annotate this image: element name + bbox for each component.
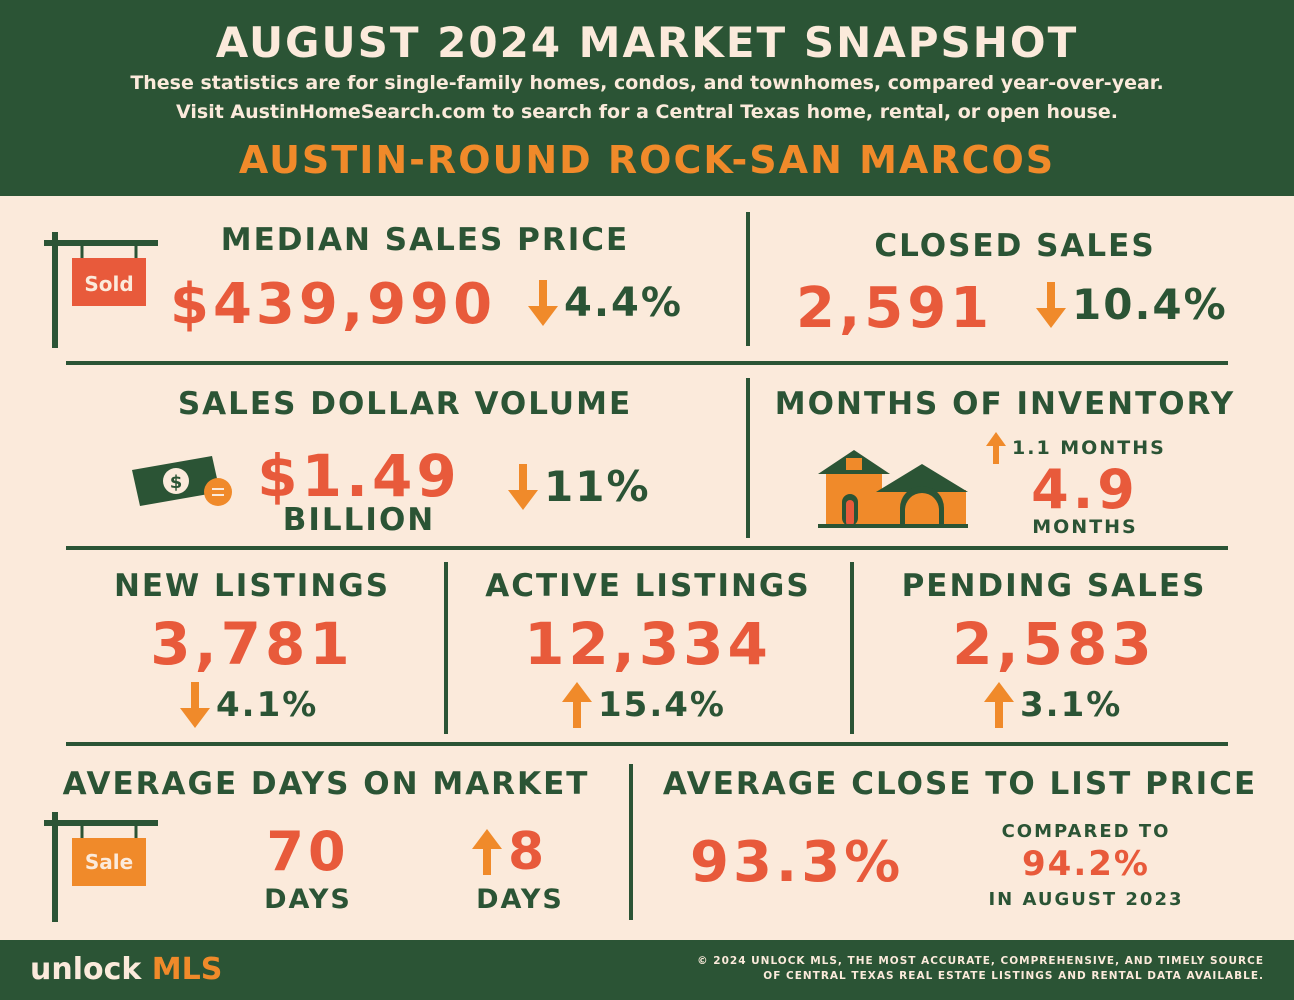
months-of-inventory-change: 1.1 MONTHS xyxy=(986,432,1166,464)
median-sales-price-label: MEDIAN SALES PRICE xyxy=(220,222,630,258)
arrow-down-icon xyxy=(508,463,538,510)
closed-sales-value: 2,591 xyxy=(796,276,994,341)
pending-sales-change: 3.1% xyxy=(984,682,1122,728)
closed-sales-change: 10.4% xyxy=(1036,280,1228,329)
copyright: © 2024 UNLOCK MLS, THE MOST ACCURATE, CO… xyxy=(697,954,1264,984)
new-listings-change: 4.1% xyxy=(180,682,318,728)
change-value: 4.1% xyxy=(216,685,319,725)
pending-sales-value: 2,583 xyxy=(952,610,1156,678)
svg-text:$: $ xyxy=(170,472,183,493)
arrow-up-icon xyxy=(472,829,502,875)
divider xyxy=(746,212,750,346)
new-listings-label: NEW LISTINGS xyxy=(113,568,391,604)
compared-period: IN AUGUST 2023 xyxy=(988,889,1184,910)
pending-sales-label: PENDING SALES xyxy=(901,568,1207,604)
sale-sign-text: Sale xyxy=(84,850,134,874)
money-icon: $ xyxy=(132,456,232,506)
change-value: 3.1% xyxy=(1020,685,1123,725)
avg-days-on-market-unit: DAYS xyxy=(264,884,352,915)
logo-part2: MLS xyxy=(151,952,223,987)
divider xyxy=(444,562,448,734)
header: AUGUST 2024 MARKET SNAPSHOT These statis… xyxy=(0,0,1294,196)
active-listings-change: 15.4% xyxy=(562,682,726,728)
change-value: 8 xyxy=(508,822,547,882)
months-of-inventory-unit: MONTHS xyxy=(1032,516,1138,538)
sales-dollar-volume-change: 11% xyxy=(508,462,651,511)
avg-close-to-list-value: 93.3% xyxy=(690,830,905,895)
house-icon xyxy=(818,450,968,528)
active-listings-label: ACTIVE LISTINGS xyxy=(485,568,811,604)
arrow-down-icon xyxy=(180,682,210,728)
divider xyxy=(629,764,633,920)
avg-days-on-market-change: 8 xyxy=(472,822,546,882)
divider xyxy=(850,562,854,734)
months-of-inventory-label: MONTHS OF INVENTORY xyxy=(774,386,1236,422)
subtitle-line2: Visit AustinHomeSearch.com to search for… xyxy=(176,101,1118,123)
divider xyxy=(66,742,1228,746)
new-listings-value: 3,781 xyxy=(150,610,354,678)
arrow-up-icon xyxy=(984,682,1014,728)
active-listings-value: 12,334 xyxy=(524,610,772,678)
arrow-up-icon xyxy=(986,432,1006,464)
months-of-inventory-value: 4.9 xyxy=(1031,458,1139,521)
arrow-down-icon xyxy=(1036,281,1066,328)
closed-sales-label: CLOSED SALES xyxy=(874,228,1156,264)
unlock-mls-logo[interactable]: unlock MLS xyxy=(30,952,222,987)
footer: unlock MLS © 2024 UNLOCK MLS, THE MOST A… xyxy=(0,940,1294,1000)
median-sales-price-change: 4.4% xyxy=(528,280,683,326)
avg-days-on-market-label: AVERAGE DAYS ON MARKET xyxy=(62,766,590,802)
arrow-down-icon xyxy=(528,280,558,326)
change-value: 11% xyxy=(544,462,651,511)
change-value: 4.4% xyxy=(564,280,683,326)
arrow-up-icon xyxy=(562,682,592,728)
sold-sign-text: Sold xyxy=(84,272,134,296)
sales-dollar-volume-label: SALES DOLLAR VOLUME xyxy=(177,386,633,422)
divider xyxy=(746,378,750,538)
sale-sign-icon xyxy=(44,812,158,922)
change-value: 15.4% xyxy=(598,685,726,725)
copyright-line1: © 2024 UNLOCK MLS, THE MOST ACCURATE, CO… xyxy=(697,955,1264,967)
avg-days-on-market-value: 70 xyxy=(266,820,350,883)
median-sales-price-value: $439,990 xyxy=(170,272,497,337)
change-value: 1.1 MONTHS xyxy=(1012,437,1166,459)
sales-dollar-volume-value: $1.49 xyxy=(257,442,461,510)
divider xyxy=(66,361,1228,365)
subtitle-line1: These statistics are for single-family h… xyxy=(130,72,1164,94)
sales-dollar-volume-unit: BILLION xyxy=(282,502,436,538)
copyright-line2: OF CENTRAL TEXAS REAL ESTATE LISTINGS AN… xyxy=(763,970,1264,982)
sold-sign-icon xyxy=(44,232,158,348)
logo-part1: unlock xyxy=(30,952,152,987)
compared-label: COMPARED TO xyxy=(1001,821,1171,842)
region-title: AUSTIN-ROUND ROCK-SAN MARCOS xyxy=(238,138,1056,182)
avg-days-on-market-change-unit: DAYS xyxy=(476,884,564,915)
page-title: AUGUST 2024 MARKET SNAPSHOT xyxy=(215,18,1079,67)
divider xyxy=(66,546,1228,550)
compared-value: 94.2% xyxy=(1022,844,1150,884)
avg-close-to-list-label: AVERAGE CLOSE TO LIST PRICE xyxy=(662,766,1258,802)
change-value: 10.4% xyxy=(1072,280,1228,329)
